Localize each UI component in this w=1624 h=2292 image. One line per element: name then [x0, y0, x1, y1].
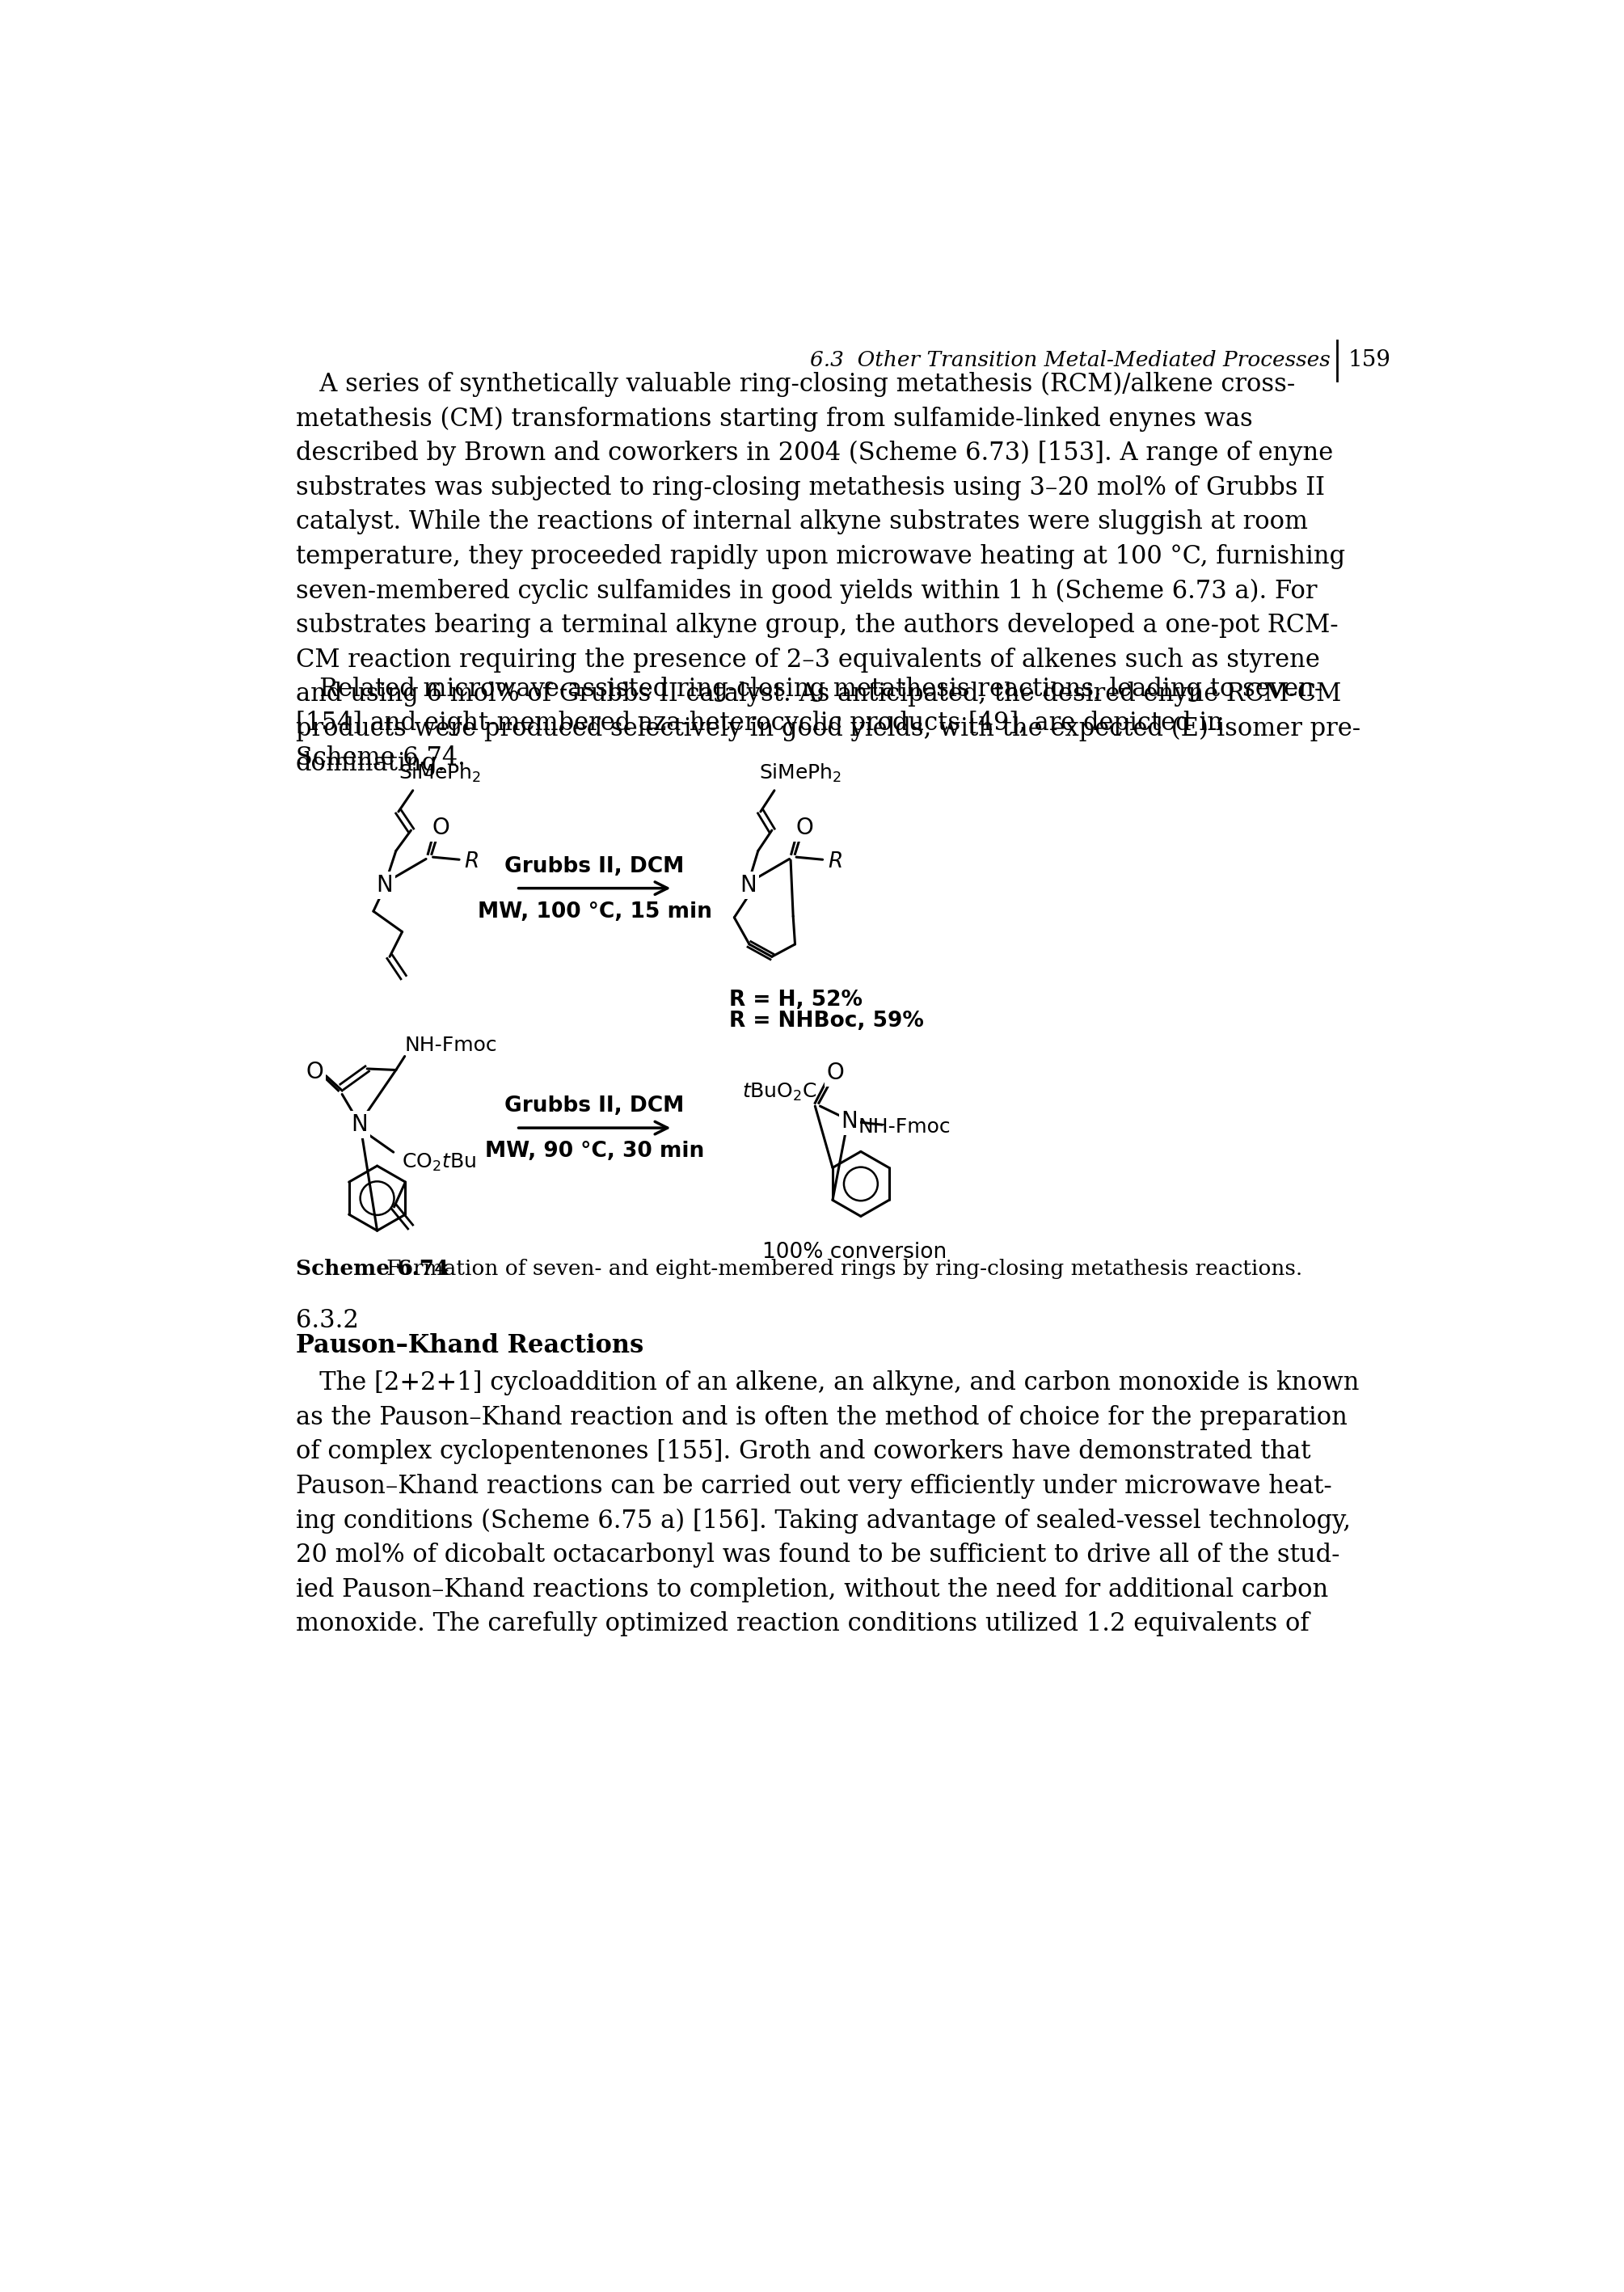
- Text: N: N: [377, 873, 393, 896]
- Text: N: N: [739, 873, 757, 896]
- Text: MW, 90 °C, 30 min: MW, 90 °C, 30 min: [486, 1141, 705, 1162]
- Text: Related microwave-assisted ring-closing metathesis reactions, leading to seven-
: Related microwave-assisted ring-closing …: [296, 676, 1322, 770]
- Text: 159: 159: [1348, 348, 1392, 371]
- Text: Formation of seven- and eight-membered rings by ring-closing metathesis reaction: Formation of seven- and eight-membered r…: [365, 1258, 1302, 1279]
- Text: O: O: [432, 816, 450, 839]
- Text: NH-Fmoc: NH-Fmoc: [404, 1036, 497, 1054]
- Text: 6.3.2: 6.3.2: [296, 1309, 359, 1334]
- Text: SiMePh$_2$: SiMePh$_2$: [398, 761, 481, 784]
- Text: O: O: [827, 1061, 844, 1084]
- Text: CO$_2t$Bu: CO$_2t$Bu: [401, 1151, 476, 1174]
- Text: A series of synthetically valuable ring-closing metathesis (RCM)/alkene cross-
m: A series of synthetically valuable ring-…: [296, 371, 1361, 777]
- Text: O: O: [796, 816, 814, 839]
- Text: $t$BuO$_2$C: $t$BuO$_2$C: [742, 1082, 817, 1102]
- Text: R = H, 52%: R = H, 52%: [729, 990, 862, 1011]
- Text: R: R: [464, 850, 479, 871]
- Text: R = NHBoc, 59%: R = NHBoc, 59%: [729, 1011, 924, 1031]
- Text: 100% conversion: 100% conversion: [762, 1242, 947, 1263]
- Text: Pauson–Khand Reactions: Pauson–Khand Reactions: [296, 1334, 643, 1359]
- Text: Scheme 6.74: Scheme 6.74: [296, 1258, 448, 1279]
- Text: O: O: [305, 1061, 323, 1084]
- Text: MW, 100 °C, 15 min: MW, 100 °C, 15 min: [477, 901, 711, 921]
- Text: N: N: [841, 1109, 857, 1132]
- Text: 6.3  Other Transition Metal-Mediated Processes: 6.3 Other Transition Metal-Mediated Proc…: [810, 351, 1330, 371]
- Text: NH-Fmoc: NH-Fmoc: [859, 1116, 952, 1137]
- Text: SiMePh$_2$: SiMePh$_2$: [760, 761, 841, 784]
- Text: The [2+2+1] cycloaddition of an alkene, an alkyne, and carbon monoxide is known
: The [2+2+1] cycloaddition of an alkene, …: [296, 1371, 1359, 1636]
- Text: Grubbs II, DCM: Grubbs II, DCM: [505, 855, 684, 878]
- Text: Grubbs II, DCM: Grubbs II, DCM: [505, 1096, 684, 1116]
- Text: N: N: [351, 1114, 369, 1137]
- Text: R: R: [828, 850, 843, 871]
